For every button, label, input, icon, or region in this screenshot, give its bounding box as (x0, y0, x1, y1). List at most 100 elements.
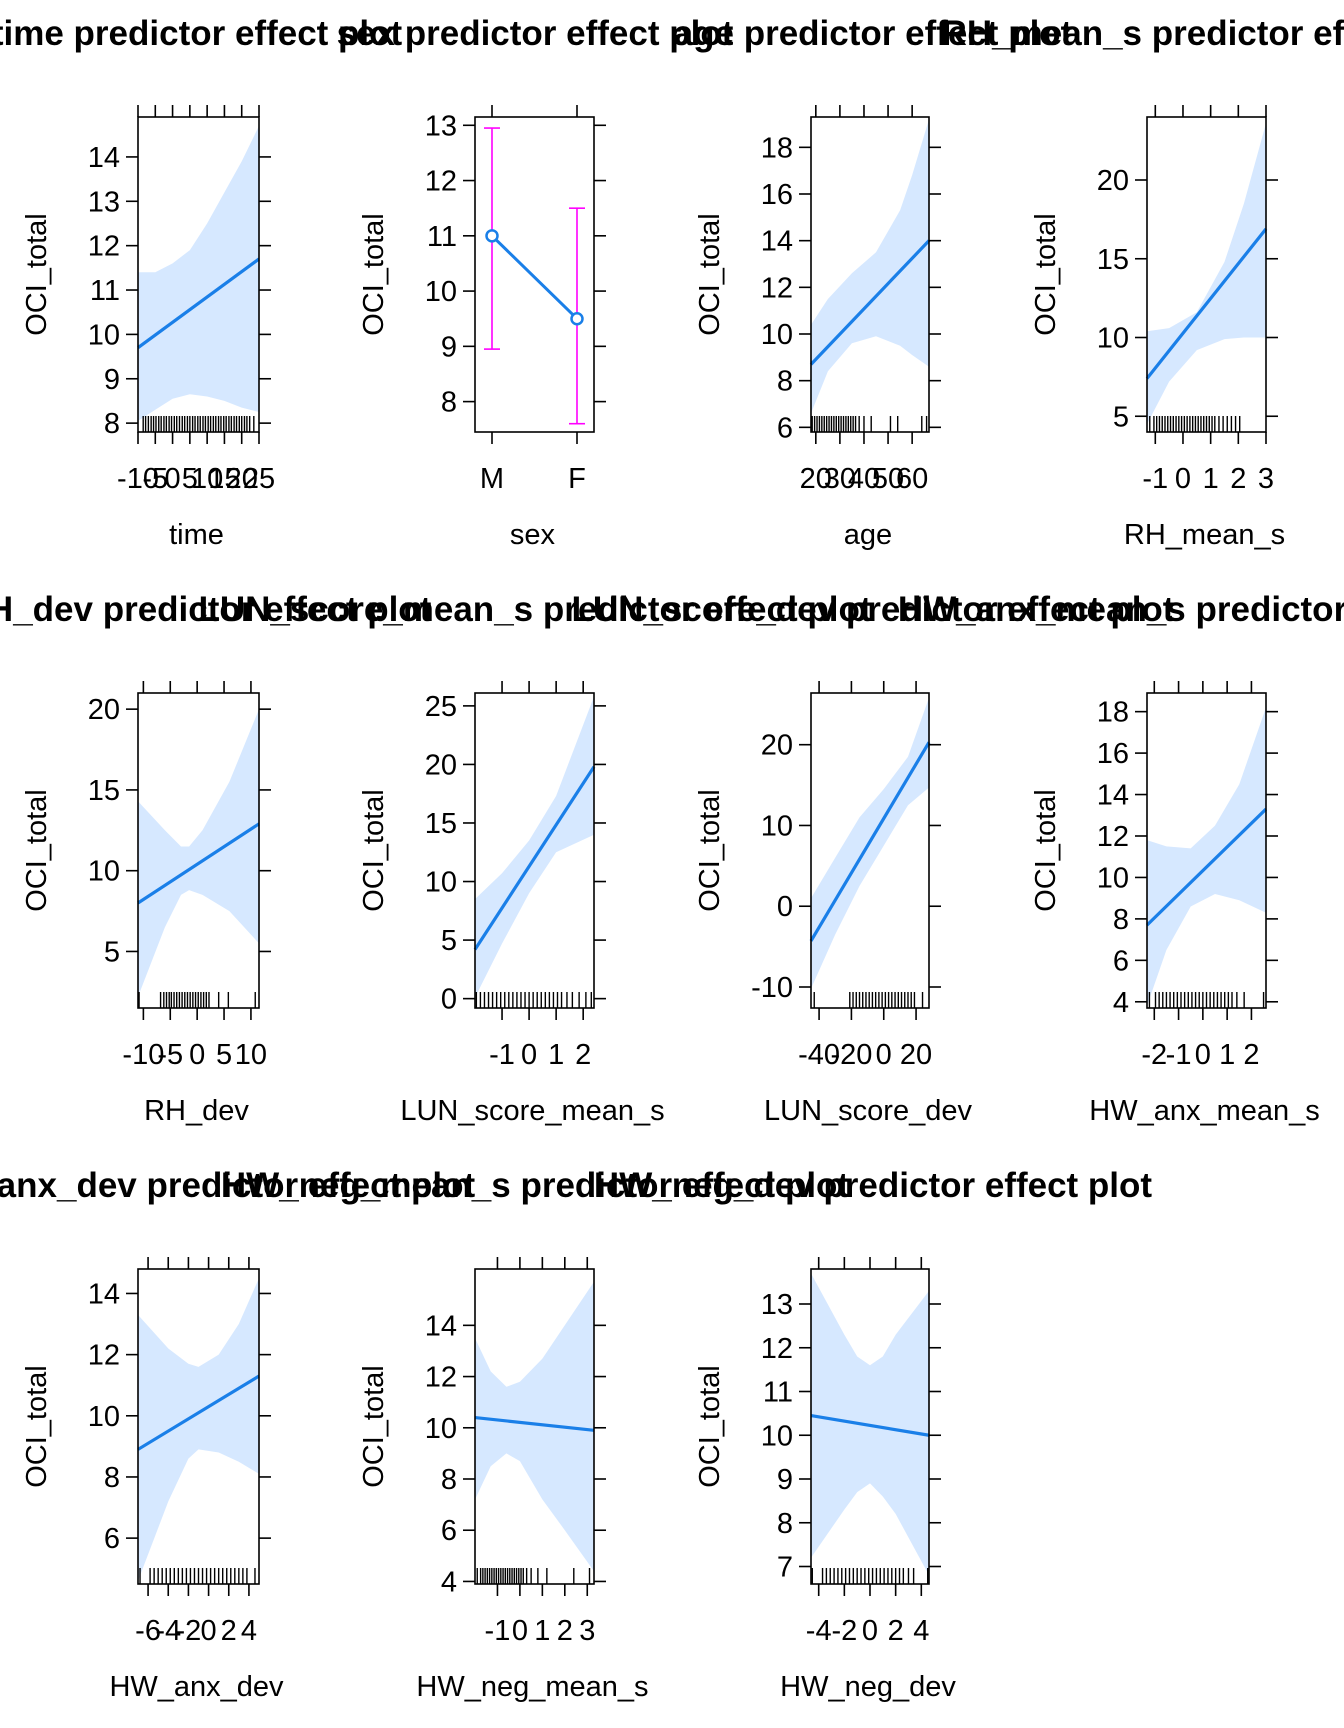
x-tick-label: 20 (900, 1039, 932, 1071)
plot-frame (1146, 116, 1267, 433)
y-tick-label: 9 (777, 1464, 793, 1496)
x-tick-label: 1 (548, 1039, 564, 1071)
x-tick-label: 2 (1243, 1039, 1259, 1071)
confidence-band (138, 709, 259, 997)
y-tick-label: 10 (88, 319, 120, 351)
y-axis-label: OCI_total (1030, 213, 1062, 336)
x-tick-label: 0 (201, 1615, 217, 1647)
y-tick-label: 14 (761, 226, 793, 258)
fit-line (473, 765, 596, 951)
y-tick-label: 14 (425, 1310, 457, 1342)
y-tick-label: 14 (1097, 780, 1129, 812)
y-tick-label: 6 (777, 412, 793, 444)
y-tick-label: 15 (88, 775, 120, 807)
plot-frame (137, 692, 260, 1009)
panel-title: HW_anx_mean_s predictor effect plot (898, 590, 1344, 629)
y-tick-label: 20 (425, 749, 457, 781)
y-tick-label: 18 (761, 132, 793, 164)
x-tick-label: 0 (1175, 463, 1191, 495)
panel-title: HW_neg_dev predictor effect plot (594, 1166, 1152, 1205)
y-tick-label: 6 (104, 1523, 120, 1555)
confidence-band (1147, 123, 1266, 425)
y-tick-label: 13 (425, 110, 457, 142)
y-axis-label: OCI_total (21, 213, 53, 336)
confidence-band (138, 125, 259, 421)
y-tick-label: 12 (425, 166, 457, 198)
x-axis-label: HW_neg_dev (780, 1671, 956, 1703)
x-tick-label: 50 (872, 463, 904, 495)
x-tick-label: -1 (1142, 463, 1168, 495)
x-tick-label: 20 (226, 463, 258, 495)
plot-frame (1146, 692, 1267, 1009)
fit-line (474, 1415, 595, 1432)
y-tick-label: 14 (88, 1278, 120, 1310)
x-tick-label: 2 (575, 1039, 591, 1071)
x-tick-label: -10 (117, 463, 159, 495)
y-tick-label: 20 (1097, 165, 1129, 197)
y-tick-label: 5 (104, 936, 120, 968)
x-tick-label: 2 (221, 1615, 237, 1647)
y-tick-label: 6 (441, 1515, 457, 1547)
y-tick-label: 10 (761, 319, 793, 351)
plot-frame (137, 116, 260, 433)
fit-line (1145, 807, 1268, 927)
x-tick-label: 0 (862, 1615, 878, 1647)
x-tick-label: -10 (122, 1039, 164, 1071)
y-axis-label: OCI_total (694, 1365, 726, 1488)
x-tick-label: -4 (806, 1615, 832, 1647)
y-tick-label: 18 (1097, 697, 1129, 729)
y-tick-label: 13 (88, 186, 120, 218)
confidence-band (811, 119, 929, 414)
x-axis-label: RH_dev (144, 1095, 249, 1127)
x-tick-label: 30 (824, 463, 856, 495)
plot-frame (474, 116, 595, 433)
x-tick-label: -4 (155, 1615, 181, 1647)
y-tick-label: 11 (90, 275, 120, 307)
y-tick-label: 16 (761, 179, 793, 211)
panel-title: age predictor effect plot (674, 14, 1073, 53)
y-tick-label: 10 (1097, 323, 1129, 355)
y-tick-label: 8 (1113, 904, 1129, 936)
y-axis-label: OCI_total (358, 1365, 390, 1488)
y-tick-label: 10 (425, 276, 457, 308)
y-tick-label: 4 (1113, 987, 1129, 1019)
x-tick-label: 5 (216, 1039, 232, 1071)
y-tick-label: 10 (88, 1401, 120, 1433)
confidence-band (475, 1281, 594, 1572)
plot-frame (474, 1268, 595, 1585)
y-tick-label: 9 (104, 364, 120, 396)
x-tick-label: -1 (1166, 1039, 1192, 1071)
confidence-band (138, 1278, 259, 1581)
x-tick-label: 1 (1203, 463, 1219, 495)
x-tick-label: -20 (830, 1039, 872, 1071)
fit-line (1145, 227, 1268, 380)
x-tick-label: 2 (1230, 463, 1246, 495)
x-axis-label: HW_neg_mean_s (416, 1671, 648, 1703)
x-tick-label: 40 (848, 463, 880, 495)
y-tick-label: -10 (751, 972, 793, 1004)
y-tick-label: 6 (1113, 945, 1129, 977)
y-axis-label: OCI_total (694, 213, 726, 336)
y-tick-label: 10 (425, 867, 457, 899)
y-tick-label: 8 (441, 1464, 457, 1496)
panel-title: LUN_score_dev predictor effect plot (572, 590, 1175, 629)
x-tick-label: -1 (489, 1039, 515, 1071)
x-tick-label: -5 (157, 1039, 183, 1071)
y-tick-label: 8 (777, 1508, 793, 1540)
y-axis-label: OCI_total (694, 789, 726, 912)
x-tick-label: 0 (1195, 1039, 1211, 1071)
y-axis-label: OCI_total (358, 213, 390, 336)
fit-line (809, 741, 931, 942)
y-axis-label: OCI_total (1030, 789, 1062, 912)
fit-line (137, 1374, 260, 1451)
panel-title: RH_mean_s predictor effect plot (942, 14, 1344, 53)
x-tick-label: 0 (512, 1615, 528, 1647)
y-tick-label: 8 (777, 366, 793, 398)
x-tick-label: -6 (135, 1615, 161, 1647)
fit-line (137, 257, 260, 349)
x-tick-label: 4 (913, 1615, 929, 1647)
x-tick-label: 1 (1219, 1039, 1235, 1071)
x-tick-label: -5 (142, 463, 168, 495)
